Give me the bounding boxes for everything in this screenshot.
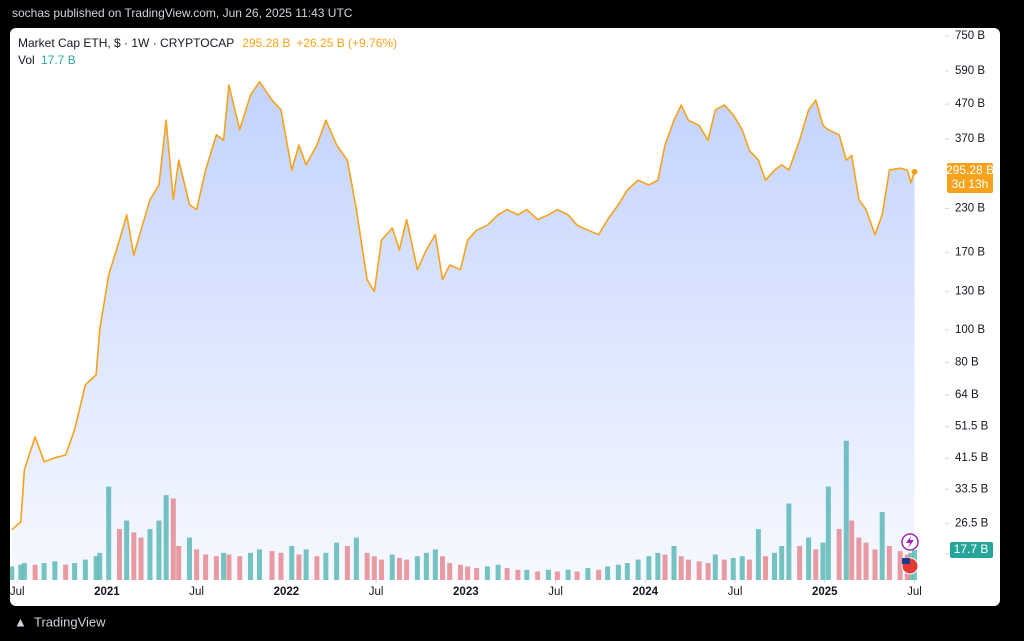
price-area — [11, 81, 915, 580]
brand-mark: ▲ — [14, 614, 27, 629]
last-value: 295.28 B — [242, 36, 290, 50]
y-tick-label: 750 B — [955, 30, 985, 42]
y-tick-label: 370 B — [955, 133, 985, 145]
axes: 21.5 B26.5 B33.5 B41.5 B51.5 B64 B80 B10… — [10, 30, 989, 598]
y-tick-label: 33.5 B — [955, 483, 989, 495]
volume-value: 17.7 B — [41, 53, 76, 67]
y-tick-label: 80 B — [955, 356, 979, 368]
x-tick-label: Jul — [907, 586, 922, 598]
last-point — [911, 168, 918, 175]
y-tick-label: 51.5 B — [955, 421, 989, 433]
x-tick-label: Jul — [548, 586, 563, 598]
brand: TradingView — [34, 614, 106, 629]
y-tick-label: 230 B — [955, 202, 985, 214]
price-tag — [947, 163, 993, 193]
price-tag-value: 295.28 B — [946, 163, 994, 177]
flag-icon-canton — [902, 558, 910, 564]
x-tick-label: 2021 — [94, 586, 120, 598]
y-tick-label: 100 B — [955, 324, 985, 336]
price-tag-countdown: 3d 13h — [952, 177, 989, 191]
price-line — [11, 80, 916, 531]
x-tick-label: 2023 — [453, 586, 479, 598]
y-tick-label: 470 B — [955, 98, 985, 110]
y-tick-label: 170 B — [955, 246, 985, 258]
volume-tag-value: 17.7 B — [954, 542, 989, 556]
x-tick-label: 2022 — [274, 586, 300, 598]
plot-area — [10, 80, 918, 580]
x-tick-label: 2025 — [812, 586, 838, 598]
volume-name: Vol — [18, 53, 35, 67]
y-tick-label: 130 B — [955, 286, 985, 298]
x-tick-label: Jul — [189, 586, 204, 598]
x-tick-label: Jul — [728, 586, 743, 598]
y-tick-label: 590 B — [955, 65, 985, 77]
publisher-note: sochas published on TradingView.com, Jun… — [12, 6, 353, 20]
series-name: Market Cap ETH, $ · 1W · CRYPTOCAP — [18, 36, 234, 50]
x-tick-label: Jul — [369, 586, 384, 598]
change: +26.25 B (+9.76%) — [296, 36, 397, 50]
y-tick-label: 26.5 B — [955, 518, 989, 530]
x-tick-label: 2024 — [633, 586, 659, 598]
y-tick-label: 64 B — [955, 389, 979, 401]
event-icon-bolt — [906, 536, 914, 548]
y-tick-label: 41.5 B — [955, 452, 989, 464]
x-tick-label: Jul — [10, 586, 25, 598]
legend: Market Cap ETH, $ · 1W · CRYPTOCAP 295.2… — [18, 36, 397, 67]
volume-tag — [950, 542, 993, 558]
